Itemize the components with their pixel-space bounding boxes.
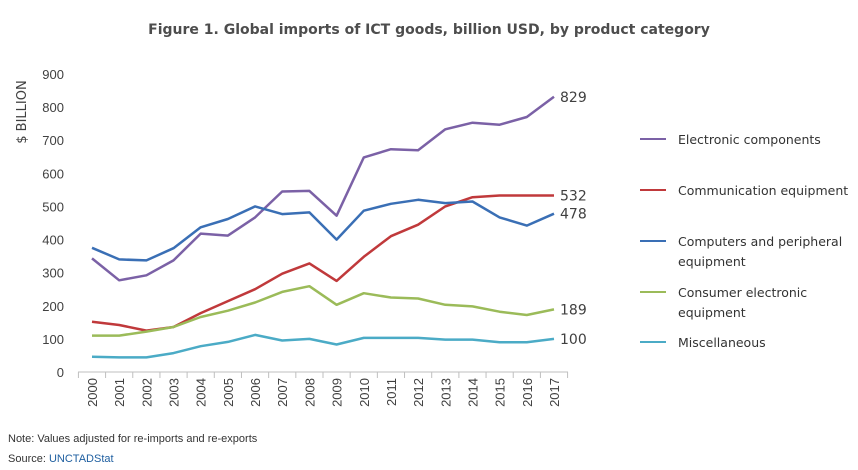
y-tick-label: 500	[42, 199, 64, 214]
legend-swatch	[640, 240, 666, 242]
legend-swatch	[640, 138, 666, 140]
x-tick-label: 2000	[85, 378, 100, 407]
x-tick-label: 2011	[384, 378, 399, 406]
y-tick-label: 800	[42, 100, 64, 115]
y-tick-label: 900	[42, 67, 64, 82]
x-tick-label: 2007	[275, 378, 290, 407]
x-tick-label: 2016	[520, 378, 535, 407]
footnote: Note: Values adjusted for re-imports and…	[8, 433, 258, 445]
legend-swatch	[640, 189, 666, 191]
legend-label: Computers and peripheral equipment	[678, 234, 843, 269]
x-tick-label: 2015	[493, 378, 508, 407]
y-tick-label: 100	[42, 332, 64, 347]
x-tick-label: 2012	[411, 378, 426, 407]
end-value-label: 532	[560, 189, 587, 205]
y-tick-label: 200	[42, 299, 64, 314]
series-line-3	[92, 284, 555, 337]
y-axis-label: $ BILLION	[15, 80, 30, 143]
legend-swatch	[640, 291, 666, 293]
y-tick-label: 700	[42, 133, 64, 148]
end-value-label: 189	[560, 302, 587, 318]
y-tick-label: 0	[57, 365, 64, 380]
x-tick-label: 2005	[221, 378, 236, 407]
x-tick-label: 2009	[330, 378, 345, 407]
legend-label: Communication equipment	[678, 183, 849, 198]
x-tick-label: 2010	[357, 378, 372, 407]
source-prefix: Source:	[8, 453, 49, 465]
x-tick-label: 2017	[547, 378, 562, 407]
x-tick-label: 2004	[194, 378, 209, 407]
x-tick-label: 2001	[112, 378, 127, 407]
legend-swatch	[640, 341, 666, 343]
legend-label: Consumer electronic equipment	[678, 285, 808, 320]
series-line-4	[91, 333, 555, 359]
x-tick-label: 2003	[167, 378, 182, 407]
x-tick-label: 2008	[302, 378, 317, 407]
end-value-label: 100	[560, 332, 587, 348]
x-tick-label: 2006	[248, 378, 263, 407]
x-tick-label: 2014	[465, 378, 480, 407]
y-tick-label: 300	[42, 266, 64, 281]
end-value-label: 478	[560, 207, 587, 223]
end-value-label: 829	[560, 90, 587, 106]
series-line-1	[91, 194, 554, 332]
y-tick-label: 400	[42, 233, 64, 248]
y-tick-label: 600	[42, 166, 64, 181]
legend-label: Miscellaneous	[678, 335, 766, 350]
series-line-0	[91, 95, 555, 282]
x-tick-label: 2002	[139, 378, 154, 407]
source-line: Source: UNCTADStat	[8, 453, 114, 465]
x-tick-label: 2013	[438, 378, 453, 407]
chart-title: Figure 1. Global imports of ICT goods, b…	[148, 22, 710, 38]
legend-label: Electronic components	[678, 132, 821, 147]
series-line-2	[91, 198, 555, 262]
source-link[interactable]: UNCTADStat	[48, 453, 114, 465]
